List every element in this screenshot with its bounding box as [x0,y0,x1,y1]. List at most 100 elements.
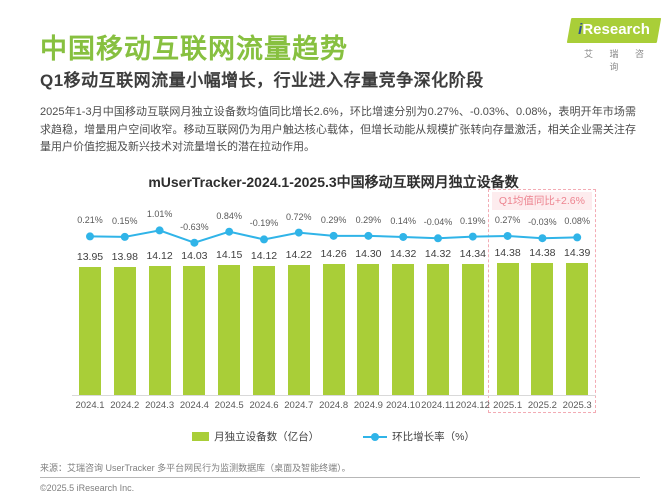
x-axis-label: 2024.9 [353,400,383,411]
x-axis-label: 2024.12 [455,400,490,411]
line-point-2024.11 [434,234,442,243]
bar-2024.11 [427,264,449,395]
copyright-note: ©2025.5 iResearch Inc. [40,483,135,493]
x-axis-label: 2024.7 [284,400,314,411]
growth-rate-label: 0.29% [320,214,347,225]
bar-value-label: 13.95 [76,251,104,263]
bar-value-label: 14.39 [564,247,591,259]
line-point-2025.1 [503,231,512,240]
legend-label-growth: 环比增长率（%） [392,430,475,443]
line-point-2024.8 [329,231,338,240]
line-point-2024.1 [86,232,94,241]
bar-value-label: 14.03 [181,250,208,262]
bar-value-label: 13.98 [111,251,138,263]
bar-2024.12 [461,264,484,395]
bar-2024.8 [322,264,345,395]
chart-section: mUserTracker-2024.1-2025.3中国移动互联网月独立设备数 … [0,170,667,460]
source-note: 来源：艾瑞咨询 UserTracker 多平台网民行为监测数据库（桌面及智能终端… [40,463,351,473]
line-point-2024.3 [155,226,164,235]
bar-2025.2 [531,263,554,395]
logo-wordmark: iResearch [578,21,650,38]
line-point-2024.5 [225,227,234,236]
legend-item-growth: 环比增长率（%） [363,429,475,444]
line-point-2024.2 [120,232,129,241]
bar-2025.3 [566,263,589,395]
bar-2024.6 [253,266,275,395]
x-axis-line [72,395,596,396]
growth-rate-label: 0.19% [460,215,486,226]
growth-rate-label: 0.14% [390,215,416,226]
bar-value-label: 14.32 [424,248,452,260]
x-axis-label: 2024.2 [110,400,140,411]
chart-title: mUserTracker-2024.1-2025.3中国移动互联网月独立设备数 [148,174,519,190]
growth-rate-label: -0.63% [180,221,209,232]
legend-item-devices: 月独立设备数（亿台） [192,429,319,444]
growth-line-chart [86,226,582,247]
footer-divider [40,477,640,478]
logo-brand-text: Research [582,21,651,38]
x-axis-label: 2024.8 [319,400,349,411]
x-axis-label: 2025.2 [527,400,557,411]
line-point-2024.7 [294,228,303,237]
bar-2024.5 [218,265,241,395]
bar-value-label: 14.12 [146,250,173,262]
bar-2024.1 [79,267,101,395]
bar-value-label: 14.26 [320,248,347,260]
growth-rate-label: -0.04% [423,217,453,228]
x-axis-label: 2024.5 [214,400,244,411]
bar-series-swatch [192,431,210,441]
logo-badge: iResearch [566,18,662,43]
bar-value-label: 14.38 [529,247,556,259]
growth-rate-label: 0.15% [112,215,138,226]
growth-rate-label: 0.21% [77,215,103,226]
bar-value-label: 14.32 [390,248,417,260]
growth-rate-label: 0.84% [216,210,242,221]
x-axis-label: 2025.3 [562,400,592,411]
line-point-2024.12 [468,232,477,241]
x-axis-label: 2024.11 [421,400,455,411]
x-axis-label: 2024.3 [145,400,175,411]
growth-rate-label: -0.19% [249,218,279,229]
growth-rate-label: 1.01% [146,209,173,220]
line-point-2025.2 [538,234,547,243]
page-subtitle: Q1移动互联网流量小幅增长，行业进入存量竞争深化阶段 [40,71,484,90]
x-axis-label: 2024.4 [179,400,209,411]
line-series-swatch [363,432,388,441]
x-axis-label: 2025.1 [493,400,523,411]
bar-2024.3 [148,266,171,395]
x-axis-label: 2024.10 [386,400,421,411]
bar-2024.4 [183,266,206,395]
line-point-2025.3 [573,233,582,242]
bar-2024.2 [113,267,136,395]
growth-rate-label: 0.27% [494,214,521,225]
bar-value-label: 14.22 [285,249,312,261]
q1-highlight-box: Q1均值同比+2.6% [487,189,597,413]
growth-rate-label: -0.03% [528,217,557,228]
summary-paragraph: 2025年1-3月中国移动互联网月独立设备数均值同比增长2.6%，环比增速分别为… [40,106,636,153]
bar-value-label: 14.38 [494,247,521,259]
line-point-2024.4 [190,238,199,247]
chart-legend: 月独立设备数（亿台） 环比增长率（%） [0,426,667,446]
bar-2024.10 [392,264,415,395]
line-point-2024.6 [260,235,268,244]
bar-2024.9 [357,264,380,395]
bar-2025.1 [496,263,519,395]
bar-value-label: 14.12 [250,250,278,262]
bar-value-label: 14.15 [216,249,243,261]
line-point-2024.9 [364,231,373,240]
x-axis-label: 2024.6 [249,400,279,411]
growth-rate-label: 0.72% [286,211,312,222]
bar-value-label: 14.34 [459,248,486,260]
logo-chinese-name: 艾 瑞 咨 询 [583,49,651,72]
q1-annotation-badge: Q1均值同比+2.6% [491,192,593,210]
line-point-2024.10 [399,232,408,241]
chart-plot-area: Q1均值同比+2.6% 13.95 2024.1 13.98 2024.2 14.12 2… [0,170,667,460]
legend-label-devices: 月独立设备数（亿台） [214,430,320,443]
growth-rate-label: 0.08% [564,216,590,227]
growth-rate-label: 0.29% [355,214,382,225]
bar-value-label: 14.30 [355,248,382,260]
page-title: 中国移动互联网流量趋势 [40,34,348,64]
iresearch-logo: iResearch 艾 瑞 咨 询 [566,18,662,73]
bar-2024.7 [287,265,310,395]
